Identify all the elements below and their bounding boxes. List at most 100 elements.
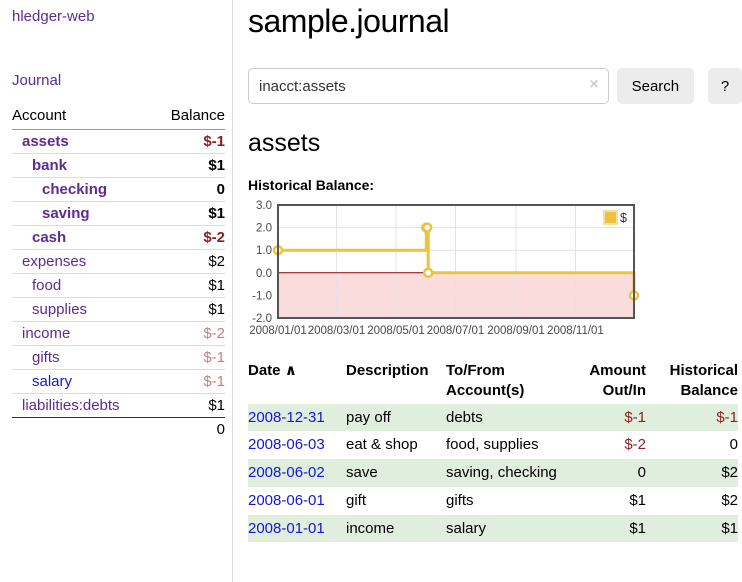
y-tick-label: 3.0 [256, 200, 272, 212]
y-tick-label: 1.0 [256, 245, 272, 257]
account-heading: assets [248, 129, 321, 157]
accounts-header-balance: Balance [153, 104, 225, 130]
transaction-description: save [346, 464, 378, 481]
search-input[interactable] [248, 68, 609, 104]
transaction-description: pay off [346, 408, 391, 426]
transactions-table: Date ∧ Description To/From Account(s) Am… [248, 359, 738, 543]
account-balance: $-1 [153, 345, 225, 370]
account-link[interactable]: saving [42, 205, 90, 222]
accounts-table: Account Balance assets $-1 bank $1 check… [12, 104, 225, 441]
transaction-row: 2008-06-02 save saving, checking 0 $2 [248, 459, 738, 487]
accounts-total-row: 0 [12, 417, 225, 441]
account-row: income $-2 [12, 321, 225, 346]
account-row: bank $1 [12, 153, 225, 178]
plot-border [277, 204, 635, 319]
x-tick-label: 2008/03/01 [308, 325, 366, 337]
account-row: supplies $1 [12, 297, 225, 322]
transaction-amount: 0 [637, 464, 646, 481]
search-button[interactable]: Search [616, 68, 695, 104]
transaction-balance: 0 [729, 436, 738, 454]
account-balance: $2 [153, 249, 225, 274]
search-form: × Search ? [248, 68, 742, 104]
page-title: sample.journal [248, 3, 450, 39]
account-link[interactable]: assets [22, 133, 69, 150]
sidebar-item-journal[interactable]: Journal [12, 72, 62, 89]
account-row: liabilities:debts $1 [12, 394, 225, 418]
account-link[interactable]: checking [42, 181, 108, 198]
transaction-description: income [346, 519, 395, 537]
account-balance: $1 [153, 201, 225, 226]
transaction-date-link[interactable]: 2008-06-02 [248, 464, 325, 481]
transaction-date-link[interactable]: 2008-01-01 [248, 519, 325, 537]
transaction-row: 2008-06-01 gift gifts $1 $2 [248, 487, 738, 515]
y-tick-label: 0.0 [256, 268, 272, 280]
search-box: × [248, 68, 609, 104]
column-header-accounts: To/From Account(s) [446, 362, 525, 400]
account-balance: $1 [208, 397, 225, 414]
column-header-date[interactable]: Date ∧ [248, 362, 297, 379]
sort-ascending-icon: ∧ [284, 362, 297, 379]
account-balance: $-1 [153, 369, 225, 394]
x-tick-label: 2008/11/01 [547, 325, 604, 337]
account-row: salary $-1 [12, 369, 225, 394]
x-tick-label: 2008/09/01 [487, 325, 545, 337]
column-header-balance: Historical Balance [669, 362, 738, 400]
transaction-accounts: food, supplies [446, 436, 539, 454]
account-link[interactable]: salary [32, 373, 73, 390]
data-point-marker [421, 222, 433, 233]
transaction-date-link[interactable]: 2008-06-01 [248, 491, 325, 509]
transaction-date-link[interactable]: 2008-06-03 [248, 436, 325, 454]
account-balance: $1 [153, 297, 225, 322]
account-row: saving $1 [12, 201, 225, 226]
clear-search-icon[interactable]: × [589, 76, 599, 93]
account-row: expenses $2 [12, 249, 225, 274]
transaction-row: 2008-01-01 income salary $1 $1 [248, 514, 738, 543]
legend-swatch [603, 210, 618, 225]
transaction-accounts: gifts [446, 491, 474, 509]
transaction-row: 2008-06-03 eat & shop food, supplies $-2… [248, 431, 738, 459]
x-tick-label: 2008/07/01 [427, 325, 485, 337]
transaction-date-link[interactable]: 2008-12-31 [248, 408, 325, 426]
account-link[interactable]: gifts [32, 349, 60, 366]
transaction-accounts: debts [446, 408, 483, 426]
column-header-description: Description [346, 362, 429, 379]
transaction-balance: $2 [721, 491, 738, 509]
account-balance: $-1 [153, 129, 225, 154]
data-point-marker [422, 267, 434, 279]
account-row: assets $-1 [12, 129, 225, 154]
account-balance: $-2 [153, 225, 225, 250]
account-link[interactable]: cash [32, 229, 67, 246]
y-tick-label: -1.0 [252, 290, 272, 302]
transaction-amount: $1 [629, 491, 646, 509]
account-link[interactable]: food [32, 277, 62, 294]
transaction-balance: $2 [721, 464, 738, 481]
account-link[interactable]: expenses [22, 253, 87, 270]
sidebar: hledger-web Journal Account Balance asse… [0, 0, 233, 582]
column-header-amount: Amount Out/In [589, 362, 646, 400]
account-link[interactable]: income [22, 325, 71, 342]
transaction-row: 2008-12-31 pay off debts $-1 $-1 [248, 403, 738, 432]
historical-balance-chart: 2008/01/01 2008/03/01 2008/05/01 2008/07/01… [249, 200, 640, 337]
y-tick-label: 2.0 [256, 223, 272, 235]
account-row: gifts $-1 [12, 345, 225, 370]
account-link[interactable]: supplies [32, 301, 88, 318]
account-row: cash $-2 [12, 225, 225, 250]
account-balance: $1 [153, 273, 225, 298]
transaction-accounts: salary [446, 519, 487, 537]
account-balance: $-2 [153, 321, 225, 346]
accounts-header-account: Account [12, 104, 154, 130]
transaction-description: gift [346, 491, 367, 509]
transaction-balance: $1 [721, 519, 738, 537]
account-link[interactable]: liabilities:debts [22, 397, 120, 414]
app-title-link[interactable]: hledger-web [12, 8, 95, 25]
transaction-balance: $-1 [716, 408, 738, 426]
y-tick-label: -2.0 [252, 313, 272, 325]
accounts-total-spacer [12, 417, 154, 441]
account-row: checking 0 [12, 177, 225, 202]
transaction-amount: $-2 [624, 436, 646, 454]
help-button[interactable]: ? [708, 68, 742, 104]
legend-label: $ [620, 211, 627, 225]
transaction-amount: $-1 [624, 408, 646, 426]
account-link[interactable]: bank [32, 157, 68, 174]
account-balance: $1 [153, 153, 225, 178]
